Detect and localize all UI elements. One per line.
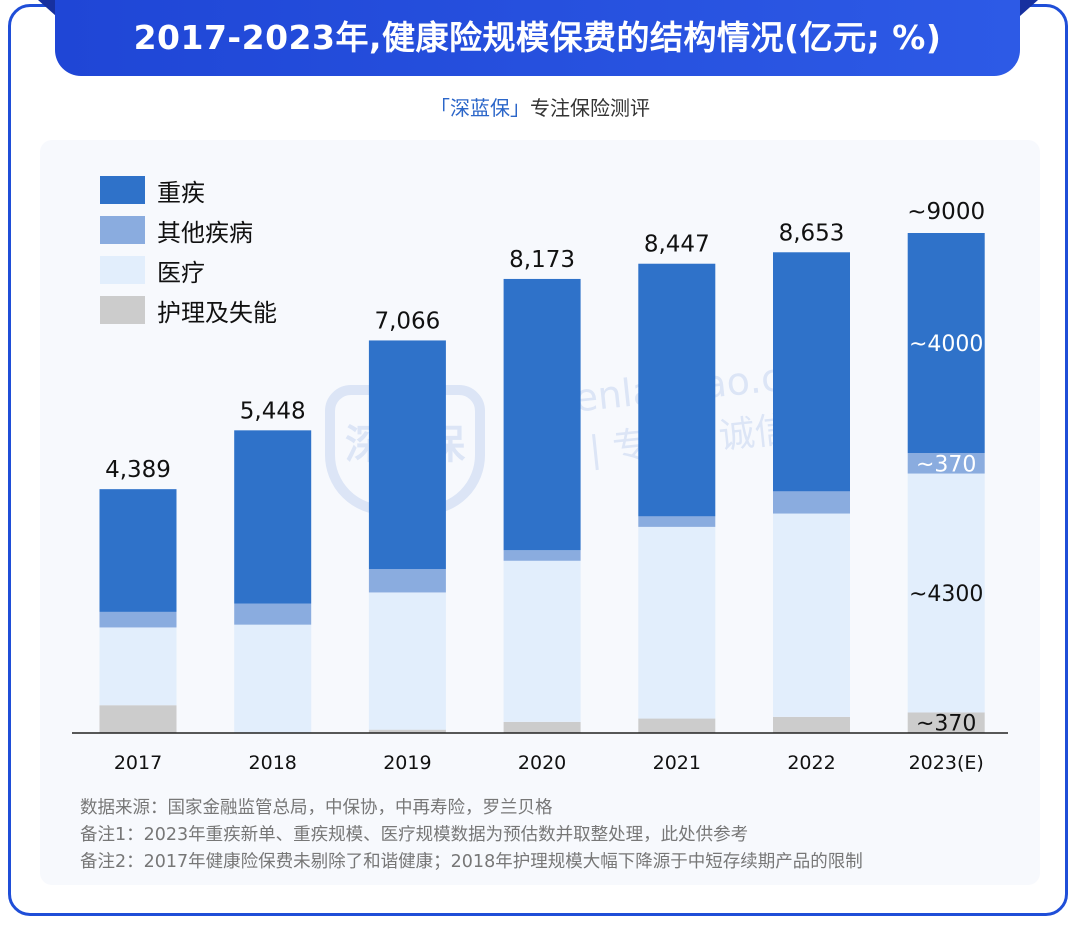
legend-item-medical: 医疗 (100, 250, 277, 290)
total-label-2019: 7,066 (374, 308, 440, 334)
legend-swatch-medical (100, 256, 145, 284)
bar-segment-other-disease-2020 (503, 550, 581, 561)
bar-segment-nursing-2019 (368, 729, 446, 733)
x-tick-label-2018: 2018 (249, 752, 297, 774)
segment-annotation-medical: ~4300 (909, 582, 983, 607)
bar-segment-critical-illness-2019 (368, 340, 446, 570)
banner-fold-left (38, 0, 56, 16)
title-banner (55, 0, 1020, 76)
note-source: 数据来源：国家金融监管总局，中保协，中再寿险，罗兰贝格 (80, 798, 553, 818)
bar-segment-other-disease-2017 (99, 611, 177, 628)
segment-annotation-critical-illness: ~4000 (909, 332, 983, 357)
legend-label: 医疗 (157, 258, 205, 287)
legend-label: 其他疾病 (157, 218, 253, 247)
segment-annotation-nursing: ~370 (916, 712, 976, 737)
bar-segment-medical-2021 (638, 526, 716, 719)
bar-segment-critical-illness-2022 (773, 252, 850, 492)
x-tick-label-2022: 2022 (787, 752, 835, 774)
bar-segment-medical-2020 (503, 560, 581, 722)
bar-segment-nursing-2023(E) (907, 712, 985, 733)
bar-segment-nursing-2021 (638, 718, 716, 733)
segment-annotation-other-disease: ~370 (916, 452, 976, 477)
bar-segment-critical-illness-2020 (503, 278, 581, 551)
bar-segment-other-disease-2021 (638, 516, 716, 527)
legend: 重疾 其他疾病 医疗 护理及失能 (100, 170, 277, 330)
bar-segment-critical-illness-2018 (234, 430, 312, 604)
bar-segment-nursing-2022 (773, 716, 850, 733)
subtitle: 「深蓝保」专注保险测评 (0, 92, 1080, 121)
x-tick-label-2019: 2019 (383, 752, 431, 774)
subtitle-tagline: 专注保险测评 (530, 96, 650, 120)
total-label-2022: 8,653 (779, 220, 845, 246)
banner-fold-right (1020, 0, 1038, 16)
bar-segment-critical-illness-2023(E) (907, 233, 985, 453)
bar-segment-medical-2019 (368, 592, 446, 730)
legend-label: 护理及失能 (157, 298, 277, 327)
x-tick-label-2017: 2017 (114, 752, 162, 774)
legend-swatch-nursing (100, 296, 145, 324)
x-tick-label-2020: 2020 (518, 752, 566, 774)
chart-title: 2017-2023年,健康险规模保费的结构情况(亿元; %) (133, 18, 942, 57)
note-1: 备注1：2023年重疾新单、重疾规模、医疗规模数据为预估数并取整处理，此处供参考 (80, 825, 749, 845)
total-label-2020: 8,173 (509, 247, 575, 273)
legend-item-nursing: 护理及失能 (100, 290, 277, 330)
bar-segment-nursing-2017 (99, 705, 177, 733)
brand-name: 「深蓝保」 (430, 96, 530, 120)
footnotes: 数据来源：国家金融监管总局，中保协，中再寿险，罗兰贝格 备注1：2023年重疾新… (80, 795, 863, 876)
note-2: 备注2：2017年健康险保费未剔除了和谐健康；2018年护理规模大幅下降源于中短… (80, 852, 863, 872)
bar-segment-other-disease-2018 (234, 603, 312, 625)
legend-item-other-disease: 其他疾病 (100, 210, 277, 250)
legend-label: 重疾 (157, 178, 205, 207)
bar-segment-medical-2018 (234, 624, 312, 733)
bar-segment-other-disease-2023(E) (907, 453, 985, 474)
legend-swatch-critical-illness (100, 176, 145, 204)
legend-item-critical-illness: 重疾 (100, 170, 277, 210)
bar-segment-critical-illness-2021 (638, 263, 716, 517)
bar-segment-other-disease-2019 (368, 569, 446, 593)
bar-segment-medical-2023(E) (907, 473, 985, 713)
bar-segment-other-disease-2022 (773, 491, 850, 514)
x-tick-label-2021: 2021 (653, 752, 701, 774)
bar-segment-nursing-2020 (503, 721, 581, 733)
bar-segment-critical-illness-2017 (99, 489, 177, 612)
x-tick-label-2023(E): 2023(E) (909, 752, 984, 774)
bar-segment-medical-2022 (773, 513, 850, 717)
total-label-2018: 5,448 (240, 398, 306, 424)
total-label-2021: 8,447 (644, 232, 710, 258)
legend-swatch-other-disease (100, 216, 145, 244)
total-label-2023(E): ~9000 (907, 199, 985, 225)
total-label-2017: 4,389 (105, 457, 171, 483)
bar-segment-medical-2017 (99, 627, 177, 706)
